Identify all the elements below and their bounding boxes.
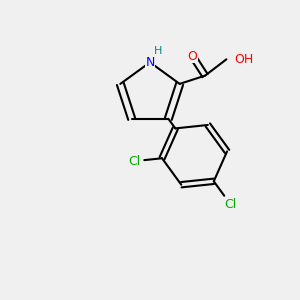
- Text: N: N: [145, 56, 155, 69]
- Text: Cl: Cl: [224, 198, 236, 211]
- Text: Cl: Cl: [128, 155, 140, 168]
- Text: O: O: [188, 50, 197, 63]
- Text: H: H: [154, 46, 163, 56]
- Text: OH: OH: [234, 53, 253, 66]
